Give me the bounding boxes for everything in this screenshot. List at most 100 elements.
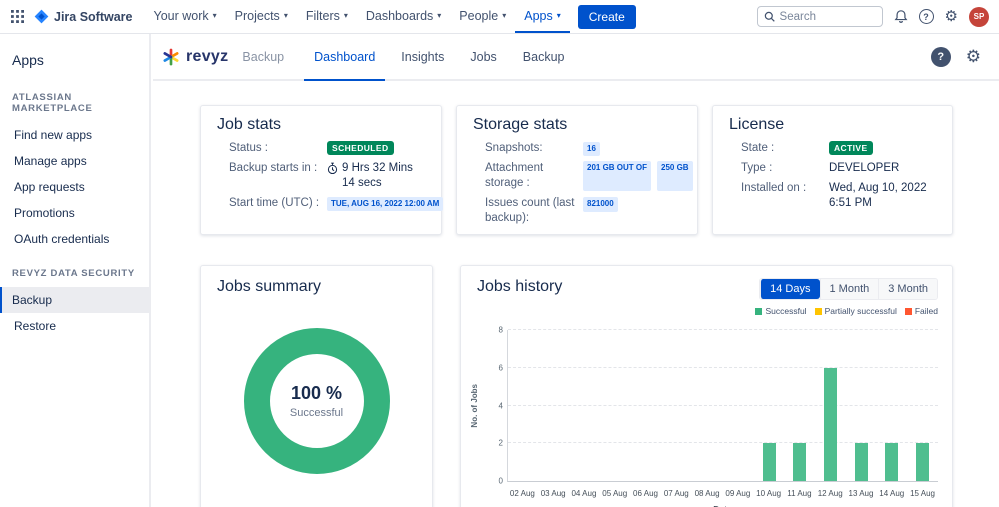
help-icon[interactable]: ? bbox=[918, 9, 934, 24]
top-nav-item[interactable]: Your work ▾ bbox=[145, 0, 226, 33]
app-tab[interactable]: Dashboard bbox=[304, 34, 386, 81]
attachment-storage-label: Attachment storage : bbox=[485, 162, 544, 190]
y-axis-title-wrap: No. of Jobs bbox=[467, 330, 481, 482]
legend-square-swatch bbox=[904, 307, 912, 315]
x-tick-label: 03 Aug bbox=[540, 489, 566, 499]
user-avatar[interactable]: SP bbox=[969, 6, 989, 27]
sidebar-items-marketplace: Find new apps Manage apps App requests Prom… bbox=[0, 122, 149, 252]
app-tab[interactable]: Jobs bbox=[470, 49, 497, 64]
legend-label: Partially successful bbox=[824, 306, 897, 317]
top-nav-item-label: Filters bbox=[305, 8, 340, 23]
jira-logo[interactable]: Jira Software bbox=[30, 0, 145, 33]
legend-square-swatch bbox=[755, 307, 763, 315]
topbar-actions: ? ⚙ SP bbox=[756, 0, 989, 33]
app-switcher-icon[interactable] bbox=[4, 0, 30, 33]
license-state-badge: ACTIVE bbox=[829, 141, 873, 155]
bar-15-aug bbox=[916, 443, 930, 482]
bar-slot bbox=[723, 330, 754, 481]
x-tick-label: 07 Aug bbox=[663, 489, 689, 499]
top-nav: Your work ▾ Projects ▾ Filters ▾ Dashboa… bbox=[145, 0, 570, 33]
top-nav-item-label: Projects bbox=[234, 8, 280, 23]
license-installed-row: Installed on : Wed, Aug 10, 2022 6:51 PM bbox=[741, 181, 936, 211]
x-tick-label: 09 Aug bbox=[725, 489, 751, 499]
bar-slot bbox=[877, 330, 908, 482]
start-time-badge: TUE, AUG 16, 2022 12:00 AM bbox=[327, 196, 444, 212]
backup-countdown-value: 9 Hrs 32 Mins 14 secs bbox=[342, 161, 413, 189]
settings-gear-icon[interactable]: ⚙ bbox=[944, 8, 958, 25]
top-nav-item[interactable]: Filters ▾ bbox=[297, 0, 357, 33]
bar-slot bbox=[754, 330, 785, 482]
top-nav-item[interactable]: Dashboards ▾ bbox=[357, 0, 450, 33]
range-button[interactable]: 1 Month bbox=[819, 279, 879, 300]
snapshots-row: Snapshots: 16 bbox=[485, 141, 681, 157]
y-tick-label: 6 bbox=[498, 363, 503, 373]
x-tick-label: 12 Aug bbox=[817, 489, 843, 499]
jobs-summary-donut-chart: 100 % Successful bbox=[243, 328, 390, 475]
start-time-row: Start time (UTC) : TUE, AUG 16, 2022 12:… bbox=[229, 196, 444, 212]
bar-10-aug bbox=[762, 443, 776, 482]
top-nav-item[interactable]: People ▾ bbox=[450, 0, 515, 33]
chevron-down-icon: ▾ bbox=[556, 10, 561, 20]
x-tick-label: 04 Aug bbox=[571, 489, 597, 499]
sidebar-item[interactable]: Backup bbox=[0, 287, 149, 313]
y-tick-label: 2 bbox=[498, 438, 503, 448]
attachment-total-badge: 250 GB bbox=[657, 161, 693, 192]
sidebar-section-revyz: REVYZ DATA SECURITY Backup Restore bbox=[0, 268, 149, 339]
x-axis-title: Date bbox=[507, 504, 938, 507]
x-tick-label: 14 Aug bbox=[879, 489, 905, 499]
app-tabs: Dashboard Insights Jobs Backup bbox=[304, 34, 574, 81]
license-state-label: State : bbox=[741, 142, 775, 154]
status-badge: SCHEDULED bbox=[327, 141, 394, 155]
storage-stats-card: Storage stats Snapshots: 16 Attachment s… bbox=[456, 105, 698, 236]
sidebar-item[interactable]: Promotions bbox=[14, 206, 75, 220]
legend-square-swatch bbox=[814, 307, 822, 315]
top-nav-item-label: People bbox=[459, 8, 499, 23]
create-button[interactable]: Create bbox=[577, 4, 636, 29]
top-nav-item[interactable]: Apps ▾ bbox=[515, 0, 570, 33]
range-button[interactable]: 3 Month bbox=[878, 279, 937, 300]
storage-stats-title: Storage stats bbox=[473, 116, 568, 133]
app-help-icon[interactable]: ? bbox=[930, 46, 951, 67]
license-installed-value: Wed, Aug 10, 2022 6:51 PM bbox=[829, 181, 927, 209]
app-settings-gear-icon[interactable]: ⚙ bbox=[965, 46, 981, 66]
app-tab[interactable]: Backup bbox=[522, 49, 565, 64]
bar-slot bbox=[692, 330, 723, 481]
chevron-down-icon: ▾ bbox=[343, 10, 348, 20]
status-row: Status : SCHEDULED bbox=[229, 141, 425, 156]
main-panel: revyz Backup Dashboard Insights Jobs Backup… bbox=[153, 34, 999, 507]
legend-entry: Failed bbox=[904, 306, 938, 316]
notifications-bell-icon[interactable] bbox=[894, 9, 908, 24]
bar-13-aug bbox=[854, 443, 868, 482]
bar-12-aug bbox=[824, 367, 838, 482]
stats-cards-row: Job stats Status : SCHEDULED Backup star… bbox=[200, 105, 953, 236]
sidebar-item[interactable]: Restore bbox=[14, 319, 57, 333]
sidebar-item[interactable]: Find new apps bbox=[14, 128, 93, 142]
top-nav-item[interactable]: Projects ▾ bbox=[226, 0, 297, 33]
top-nav-item-label: Your work bbox=[153, 8, 209, 23]
sidebar-item[interactable]: OAuth credentials bbox=[14, 232, 110, 246]
header-context-label: Backup bbox=[242, 49, 285, 64]
gridline bbox=[508, 404, 938, 406]
top-nav-item-label: Dashboards bbox=[365, 8, 434, 23]
x-tick-label: 05 Aug bbox=[602, 489, 628, 499]
donut-center: 100 % Successful bbox=[244, 328, 390, 474]
bar-slot bbox=[569, 330, 600, 481]
sidebar-item[interactable]: App requests bbox=[14, 180, 85, 194]
jobs-summary-card: Jobs summary 100 % Successful Successful… bbox=[200, 265, 433, 507]
donut-percent-label: Successful bbox=[289, 407, 344, 420]
search-input[interactable] bbox=[779, 10, 876, 23]
dashboard-content: Job stats Status : SCHEDULED Backup star… bbox=[153, 81, 999, 507]
app-tab[interactable]: Insights bbox=[401, 49, 445, 64]
sidebar-section-heading: REVYZ DATA SECURITY bbox=[12, 268, 135, 279]
jobs-history-card: Jobs history 14 Days 1 Month 3 Month Succe… bbox=[460, 265, 953, 507]
bar-slot bbox=[539, 330, 570, 481]
search-box[interactable] bbox=[756, 6, 883, 27]
donut-percent-value: 100 % bbox=[290, 383, 343, 404]
snapshots-label: Snapshots: bbox=[485, 142, 543, 154]
revyz-logo[interactable]: revyz bbox=[161, 34, 228, 79]
range-selector: 14 Days 1 Month 3 Month bbox=[759, 278, 938, 301]
range-button[interactable]: 14 Days bbox=[760, 279, 820, 300]
bar-slot bbox=[662, 330, 693, 481]
x-tick-label: 06 Aug bbox=[633, 489, 658, 499]
sidebar-item[interactable]: Manage apps bbox=[14, 154, 87, 168]
